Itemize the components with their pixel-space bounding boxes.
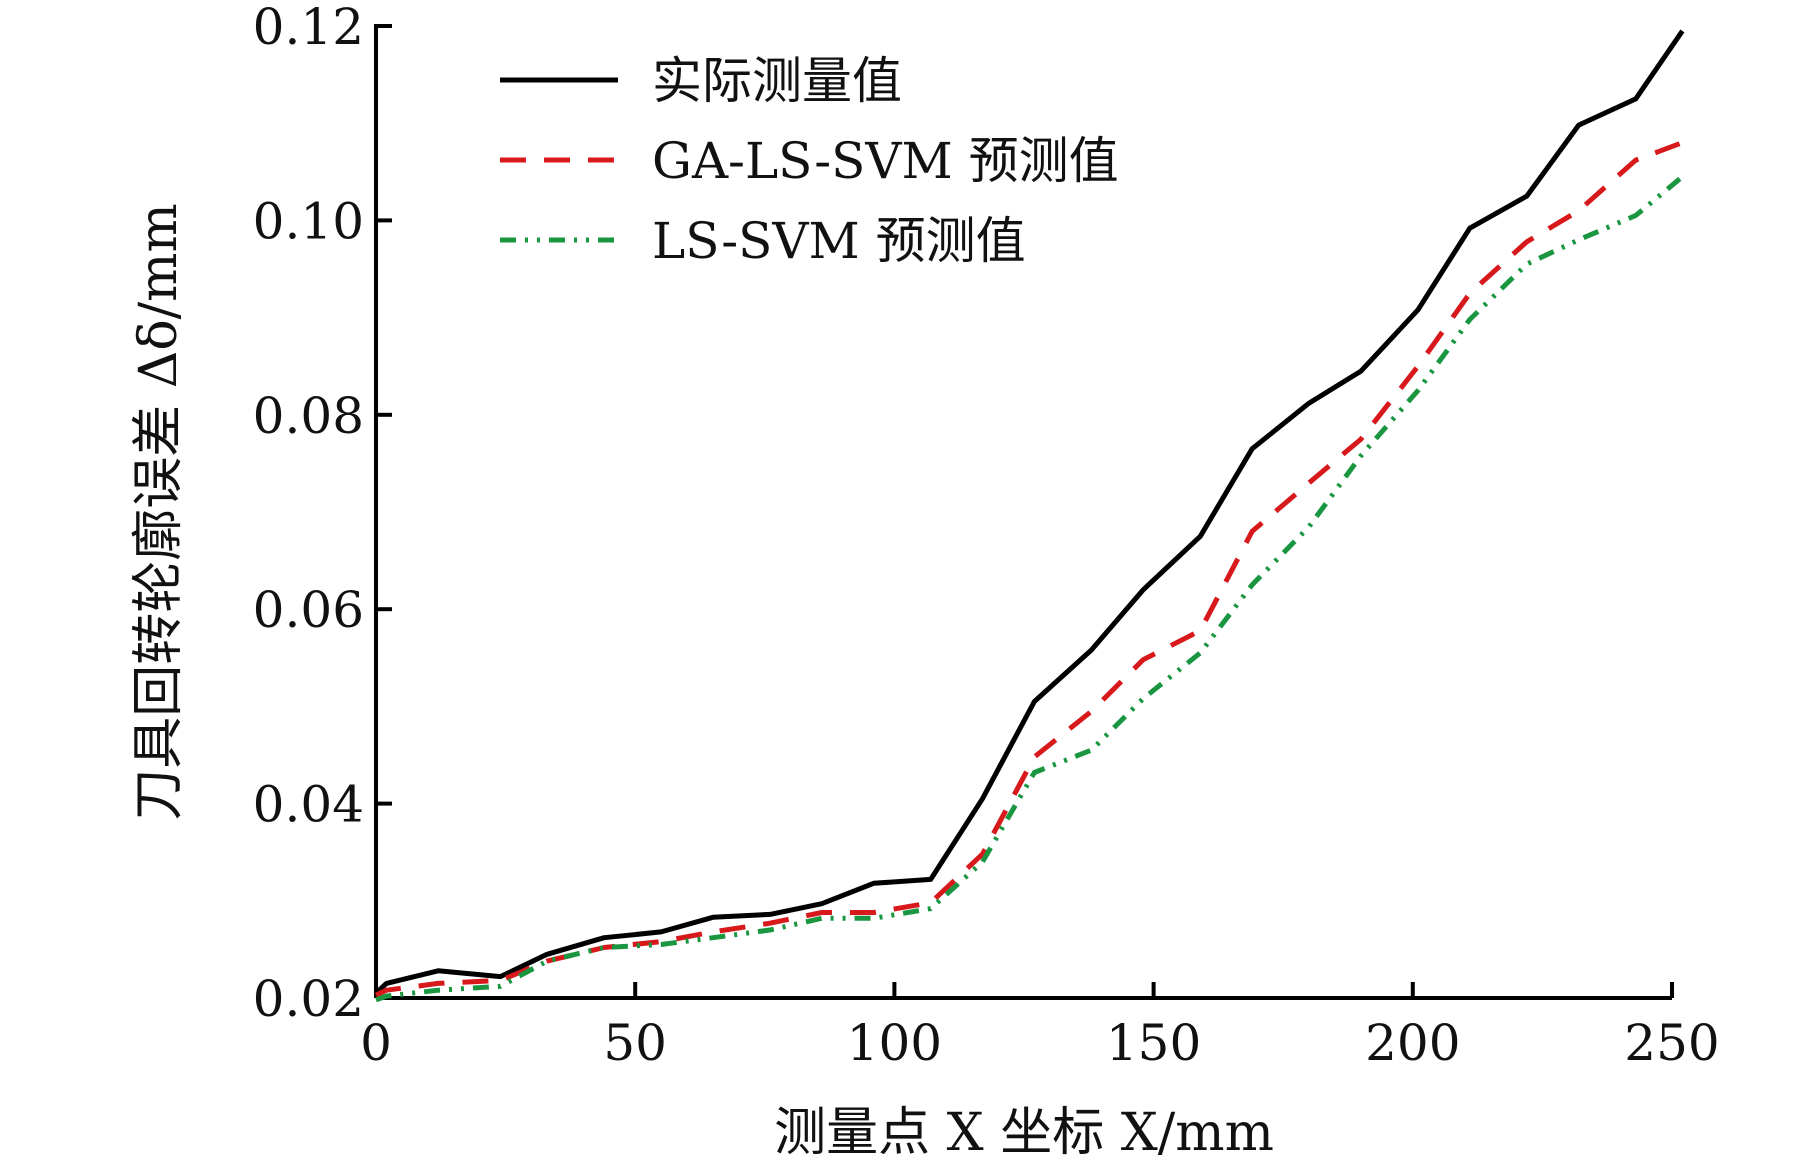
y-ticks: 0.02 0.04 0.06 0.08 0.10 0.12: [253, 0, 392, 1028]
legend-label: GA-LS-SVM 预测值: [652, 132, 1119, 190]
series-layer: [374, 29, 1685, 1003]
x-tick-label: 200: [1365, 1014, 1460, 1072]
y-tick-label: 0.12: [253, 0, 364, 56]
x-ticks: 0 50 100 150 200 250: [360, 982, 1720, 1072]
series-line-2: [374, 140, 1684, 998]
legend-label: LS-SVM 预测值: [652, 212, 1026, 270]
y-axis-title: 刀具回转轮廓误差 Δδ/mm: [129, 203, 189, 821]
y-tick-label: 0.02: [253, 970, 364, 1028]
series-line-1: [374, 29, 1685, 995]
series-line-3: [375, 174, 1684, 1003]
y-tick-label: 0.10: [253, 192, 364, 250]
x-tick-label: 250: [1624, 1014, 1719, 1072]
y-tick-label: 0.08: [253, 387, 364, 445]
x-tick-label: 0: [360, 1014, 392, 1072]
x-tick-label: 100: [847, 1014, 942, 1072]
x-tick-label: 50: [603, 1014, 667, 1072]
y-tick-label: 0.06: [253, 581, 364, 639]
axes: 0.02 0.04 0.06 0.08 0.10 0.12 0 50 100 150 200 250: [253, 0, 1720, 1072]
x-tick-label: 150: [1106, 1014, 1201, 1072]
legend-label: 实际测量值: [652, 52, 902, 110]
y-tick-label: 0.04: [253, 776, 364, 834]
x-axis-title: 测量点 X 坐标 X/mm: [774, 1103, 1274, 1163]
legend: 实际测量值 GA-LS-SVM 预测值 LS-SVM 预测值: [500, 52, 1119, 270]
